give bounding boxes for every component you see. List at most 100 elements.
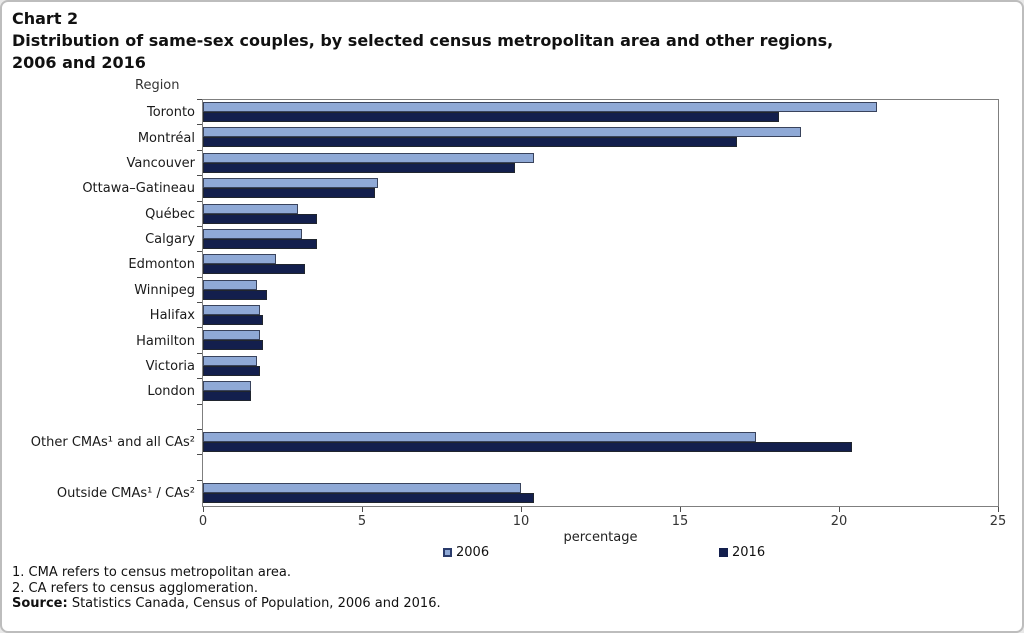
bar-2016-ottawa-gatineau [203,188,375,199]
x-axis-tick-label: 5 [357,514,367,529]
category-row: Montréal [138,124,998,150]
category-row: Toronto [147,99,998,125]
bar-group [203,279,998,300]
bar-2006-toronto [203,102,878,112]
bar-group [203,355,998,376]
y-axis-tick [197,99,202,100]
legend-swatch-2006-icon [443,548,452,557]
spacer-row [197,403,998,430]
category-label: Vancouver [126,155,195,171]
bar-2006-vancouver [203,152,534,163]
category-label: Winnipeg [134,282,195,298]
y-axis-tick [197,302,202,303]
x-axis-tick-label: 10 [512,514,530,529]
bar-2006-montr-al [203,127,801,138]
legend-swatch-2016-icon [719,548,728,557]
bar-2006-edmonton [203,254,277,265]
y-axis-tick [197,378,202,380]
y-axis-tick [197,403,202,405]
legend-label-2016: 2016 [732,545,766,560]
bar-2006-london [203,381,251,392]
category-row: Ottawa–Gatineau [82,175,998,201]
y-axis-tick [197,175,202,177]
category-label: Edmonton [128,257,195,273]
footnote-1: 1. CMA refers to census metropolitan are… [12,565,291,580]
bar-2016-other-cmas-and-all-cas- [203,441,852,452]
y-axis-tick [197,149,202,151]
bar-2016-outside-cmas-cas- [203,492,534,503]
bar-2006-halifax [203,305,261,315]
category-row: Hamilton [136,327,998,353]
category-label: Québec [145,206,195,222]
chart-number: Chart 2 [12,9,79,28]
y-axis-title: Region [135,78,180,93]
bar-group [203,127,998,148]
legend-item-2006: 2006 [443,545,489,560]
bar-group [203,203,998,224]
x-axis-tick [362,507,363,512]
bar-2006-victoria [203,355,258,366]
bar-group [203,228,998,249]
source-label: Source: [12,596,68,611]
x-axis-tick-label: 0 [198,514,208,529]
y-axis-tick [197,124,202,126]
y-axis-tick [197,276,202,278]
bar-2016-qu-bec [203,213,318,224]
bar-group [203,178,998,199]
category-label: Outside CMAs¹ / CAs² [56,485,195,501]
bar-2006-winnipeg [203,279,258,290]
x-axis-tick [680,507,681,512]
y-axis-tick [197,251,202,253]
x-axis-tick [839,507,840,512]
category-row: Calgary [145,225,998,252]
y-axis-tick [197,327,202,329]
bar-2016-calgary [203,238,318,249]
y-axis-tick [197,225,202,227]
y-axis-tick [197,200,202,202]
bar-2016-winnipeg [203,289,267,300]
category-label: Montréal [137,130,195,146]
bar-2006-ottawa-gatineau [203,178,378,189]
legend-item-2016: 2016 [719,545,765,560]
category-row: Québec [145,200,998,227]
chart-title: Distribution of same-sex couples, by sel… [12,31,834,72]
bar-2016-edmonton [203,264,305,275]
source-text: Statistics Canada, Census of Population,… [67,596,441,611]
y-axis-tick [197,352,202,354]
bar-group [203,254,998,275]
footnotes: 1. CMA refers to census metropolitan are… [12,565,441,612]
bar-group [203,381,998,402]
category-label: Victoria [145,358,195,374]
footnote-2: 2. CA refers to census agglomeration. [12,580,259,596]
x-axis-tick-label: 25 [989,514,1007,529]
bar-group [203,431,998,452]
source-line: Source: Statistics Canada, Census of Pop… [12,596,441,612]
category-label: Ottawa–Gatineau [82,181,195,197]
spacer-row [197,454,998,480]
bar-2006-hamilton [203,330,261,341]
bar-2016-london [203,391,251,402]
y-axis-tick [197,428,202,430]
bar-2016-montr-al [203,137,738,148]
x-axis-tick-label: 15 [671,514,689,529]
category-row: London [147,378,998,404]
category-row: Halifax [150,302,998,328]
bar-2006-outside-cmas-cas- [203,482,521,493]
bar-group [203,330,998,351]
chart-header: Chart 2 Distribution of same-sex couples… [12,8,852,74]
bar-group [203,152,998,173]
category-row: Winnipeg [134,276,998,303]
category-row: Edmonton [128,251,998,277]
x-axis-label: percentage [563,530,638,545]
category-label: London [147,384,195,400]
category-label: Toronto [147,105,195,121]
category-label: Calgary [145,232,195,248]
x-axis-tick [998,507,999,512]
category-label: Other CMAs¹ and all CAs² [30,435,195,451]
x-axis-tick [203,507,204,512]
x-axis-tick-label: 20 [830,514,848,529]
category-row: Victoria [146,352,998,379]
plot-area: Toronto Montréal Vancouver Ottawa–Gatineau Q… [31,99,1006,529]
category-row: Other CMAs¹ and all CAs² [31,428,998,455]
